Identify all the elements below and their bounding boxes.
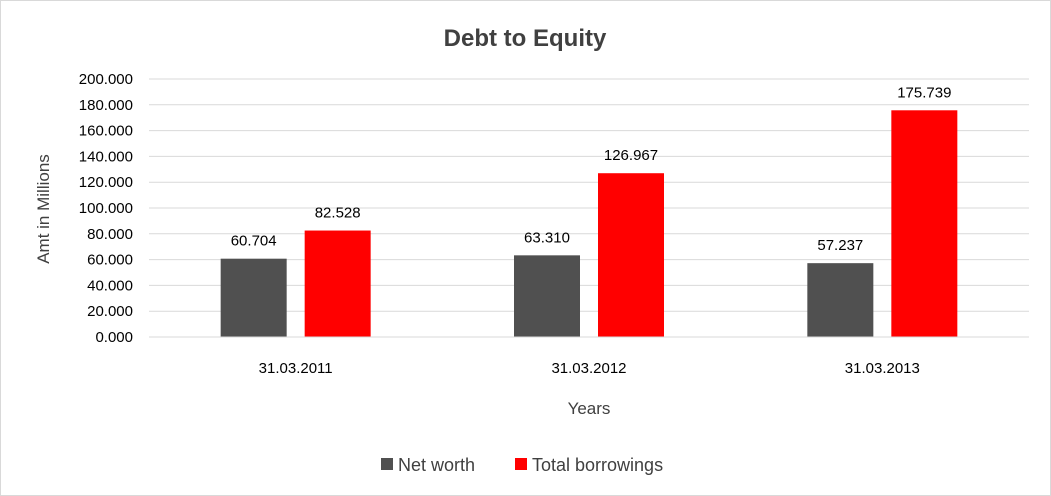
y-tick-label: 200.000 — [79, 71, 133, 88]
legend-label: Total borrowings — [532, 455, 663, 475]
legend-swatch-total-borrowings — [515, 458, 527, 470]
data-label: 82.528 — [315, 205, 361, 222]
data-label: 57.237 — [817, 237, 863, 254]
bar-total-borrowings — [891, 110, 958, 337]
y-tick-label: 80.000 — [87, 226, 133, 243]
y-tick-label: 180.000 — [79, 97, 133, 114]
x-tick-label: 31.03.2012 — [551, 360, 626, 377]
data-label: 63.310 — [524, 229, 570, 246]
bar-total-borrowings — [304, 230, 371, 337]
x-axis-title: Years — [568, 399, 611, 418]
bar-net-worth — [220, 258, 287, 337]
y-tick-label: 120.000 — [79, 174, 133, 191]
x-tick-label: 31.03.2013 — [845, 360, 920, 377]
y-tick-label: 40.000 — [87, 277, 133, 294]
y-tick-label: 160.000 — [79, 123, 133, 140]
data-label: 175.739 — [897, 84, 951, 101]
data-label: 60.704 — [231, 233, 277, 250]
y-tick-label: 20.000 — [87, 303, 133, 320]
legend-swatch-net-worth — [381, 458, 393, 470]
data-label: 126.967 — [604, 147, 658, 164]
y-tick-label: 100.000 — [79, 200, 133, 217]
y-axis-title: Amt in Millions — [34, 154, 53, 264]
legend-label: Net worth — [398, 455, 475, 475]
y-tick-label: 140.000 — [79, 148, 133, 165]
bar-net-worth — [807, 263, 874, 337]
bar-net-worth — [514, 255, 580, 337]
y-tick-label: 60.000 — [87, 252, 133, 269]
chart-title: Debt to Equity — [444, 25, 607, 52]
y-tick-label: 0.000 — [95, 329, 133, 346]
x-tick-label: 31.03.2011 — [259, 360, 333, 377]
bar-total-borrowings — [598, 173, 664, 337]
